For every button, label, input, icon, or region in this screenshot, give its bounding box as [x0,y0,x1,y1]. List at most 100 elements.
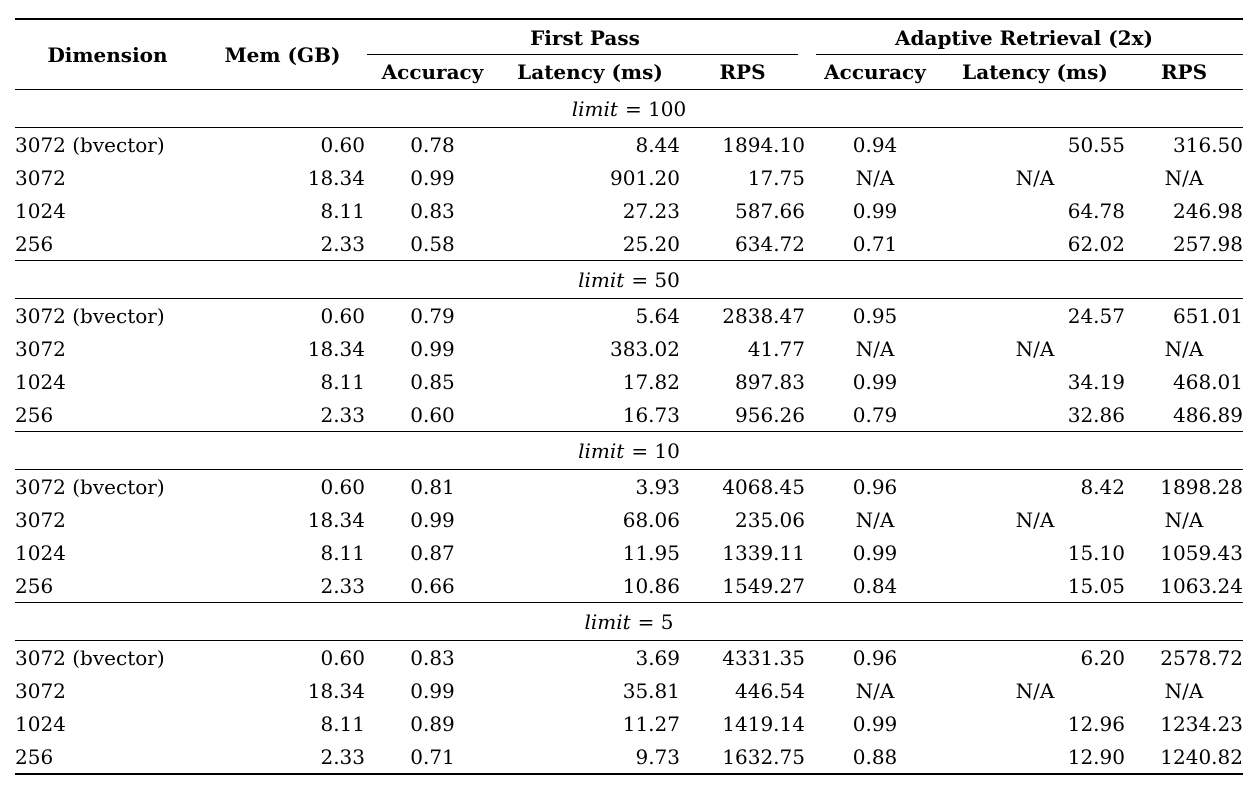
cell-mem-gb: 8.11 [320,369,365,394]
cell-fp-latency: 11.95 [622,540,680,565]
cell-dimension: 1024 [15,198,66,223]
cell-fp-latency: 16.73 [622,402,680,427]
cell-fp-latency: 27.23 [622,198,680,223]
cell-dimension: 256 [15,573,54,598]
cell-dimension: 256 [15,402,54,427]
cell-ar-rps: 1898.28 [1160,474,1243,499]
section-label-row: limit = 50 [15,260,1243,299]
cell-fp-rps: 587.66 [735,198,805,223]
table-row: 256 2.33 0.66 10.86 1549.27 0.84 15.05 1063.24 [15,569,1243,603]
cell-mem-gb: 18.34 [307,507,365,532]
cell-ar-rps: 468.01 [1173,369,1243,394]
table-row: 1024 8.11 0.83 27.23 587.66 0.99 64.78 246.98 [15,194,1243,227]
cell-ar-accuracy: N/A [855,507,895,532]
limit-variable: limit [578,438,625,463]
limit-variable: limit [584,609,631,634]
cell-fp-latency: 5.64 [635,303,680,328]
cell-mem-gb: 2.33 [320,573,365,598]
cell-mem-gb: 8.11 [320,711,365,736]
cell-ar-rps: 257.98 [1173,231,1243,256]
table-row: 256 2.33 0.58 25.20 634.72 0.71 62.02 257.98 [15,227,1243,261]
cell-dimension: 256 [15,231,54,256]
column-header-dimension: Dimension [15,19,200,90]
column-header-ar-latency: Latency (ms) [945,55,1125,90]
cell-fp-rps: 2838.47 [722,303,805,328]
group-header-adaptive-retrieval-label: Adaptive Retrieval (2x) [895,25,1153,50]
limit-value: = 100 [624,96,687,121]
cell-ar-latency: 50.55 [1067,132,1125,157]
table-row: 3072 (bvector) 0.60 0.81 3.93 4068.45 0.96 8.4… [15,470,1243,504]
cell-fp-latency: 35.81 [622,678,680,703]
table-row: 1024 8.11 0.87 11.95 1339.11 0.99 15.10 1059.43 [15,536,1243,569]
limit-variable: limit [578,267,625,292]
table-row: 256 2.33 0.60 16.73 956.26 0.79 32.86 486.89 [15,398,1243,432]
cell-fp-accuracy: 0.60 [410,402,455,427]
cell-fp-rps: 235.06 [735,507,805,532]
cell-ar-accuracy: 0.71 [852,231,898,256]
header-row-groups: Dimension Mem (GB) First Pass Adaptive R… [15,19,1243,90]
cell-fp-accuracy: 0.99 [410,678,455,703]
cell-dimension: 3072 [15,507,66,532]
cell-mem-gb: 0.60 [320,132,365,157]
cell-ar-accuracy: 0.99 [852,198,898,223]
benchmark-table: Dimension Mem (GB) First Pass Adaptive R… [15,18,1243,775]
cell-fp-rps: 1549.27 [722,573,805,598]
cell-fp-latency: 3.93 [635,474,680,499]
section-label: limit = 100 [15,89,1243,128]
cell-ar-accuracy: 0.84 [852,573,898,598]
cell-ar-rps: 316.50 [1173,132,1243,157]
cell-dimension: 1024 [15,369,66,394]
cell-ar-rps: N/A [1164,165,1204,190]
cell-ar-latency: 64.78 [1067,198,1125,223]
cell-dimension: 3072 (bvector) [15,132,165,157]
cell-ar-accuracy: 0.79 [852,402,898,427]
cell-fp-accuracy: 0.99 [410,165,455,190]
cell-fp-latency: 17.82 [622,369,680,394]
cell-ar-latency: 12.96 [1067,711,1125,736]
cell-ar-latency: 12.90 [1067,744,1125,769]
cell-ar-rps: N/A [1164,507,1204,532]
cell-mem-gb: 2.33 [320,744,365,769]
cell-fp-latency: 8.44 [635,132,680,157]
cell-ar-latency: 15.10 [1067,540,1125,565]
cell-ar-latency: 32.86 [1067,402,1125,427]
limit-variable: limit [571,96,618,121]
cell-ar-accuracy: 0.99 [852,711,898,736]
cell-ar-rps: N/A [1164,336,1204,361]
column-header-ar-rps: RPS [1125,55,1243,90]
cell-fp-rps: 1632.75 [722,744,805,769]
cell-fp-latency: 383.02 [610,336,680,361]
cell-ar-accuracy: 0.99 [852,540,898,565]
cell-dimension: 256 [15,744,54,769]
cell-dimension: 3072 [15,336,66,361]
cell-fp-accuracy: 0.79 [410,303,455,328]
cell-fp-accuracy: 0.81 [410,474,455,499]
table-row: 256 2.33 0.71 9.73 1632.75 0.88 12.90 1240.82 [15,740,1243,774]
column-header-fp-latency: Latency (ms) [500,55,680,90]
column-header-mem: Mem (GB) [200,19,365,90]
cell-mem-gb: 18.34 [307,165,365,190]
table-row: 1024 8.11 0.89 11.27 1419.14 0.99 12.96 1234.23 [15,707,1243,740]
column-header-ar-accuracy: Accuracy [805,55,945,90]
cell-fp-latency: 68.06 [622,507,680,532]
table-row: 1024 8.11 0.85 17.82 897.83 0.99 34.19 468.01 [15,365,1243,398]
cell-mem-gb: 8.11 [320,540,365,565]
cell-ar-latency: 34.19 [1067,369,1125,394]
section-label-row: limit = 100 [15,89,1243,128]
cell-dimension: 1024 [15,540,66,565]
cell-dimension: 1024 [15,711,66,736]
cell-ar-accuracy: 0.96 [852,645,898,670]
cmidrule-adaptive-retrieval [816,53,1243,55]
cell-ar-rps: 1234.23 [1160,711,1243,736]
limit-section: limit = 50 3072 (bvector) 0.60 0.79 5.64 2838… [15,260,1243,432]
cell-fp-rps: 634.72 [735,231,805,256]
cell-fp-rps: 1894.10 [722,132,805,157]
cell-fp-rps: 1339.11 [722,540,805,565]
limit-value: = 5 [637,609,674,634]
cell-fp-accuracy: 0.89 [410,711,455,736]
cell-ar-accuracy: 0.95 [852,303,898,328]
cell-fp-accuracy: 0.83 [410,645,455,670]
section-label-row: limit = 5 [15,602,1243,641]
cell-ar-latency: 6.20 [1080,645,1125,670]
cell-ar-rps: 1059.43 [1160,540,1243,565]
